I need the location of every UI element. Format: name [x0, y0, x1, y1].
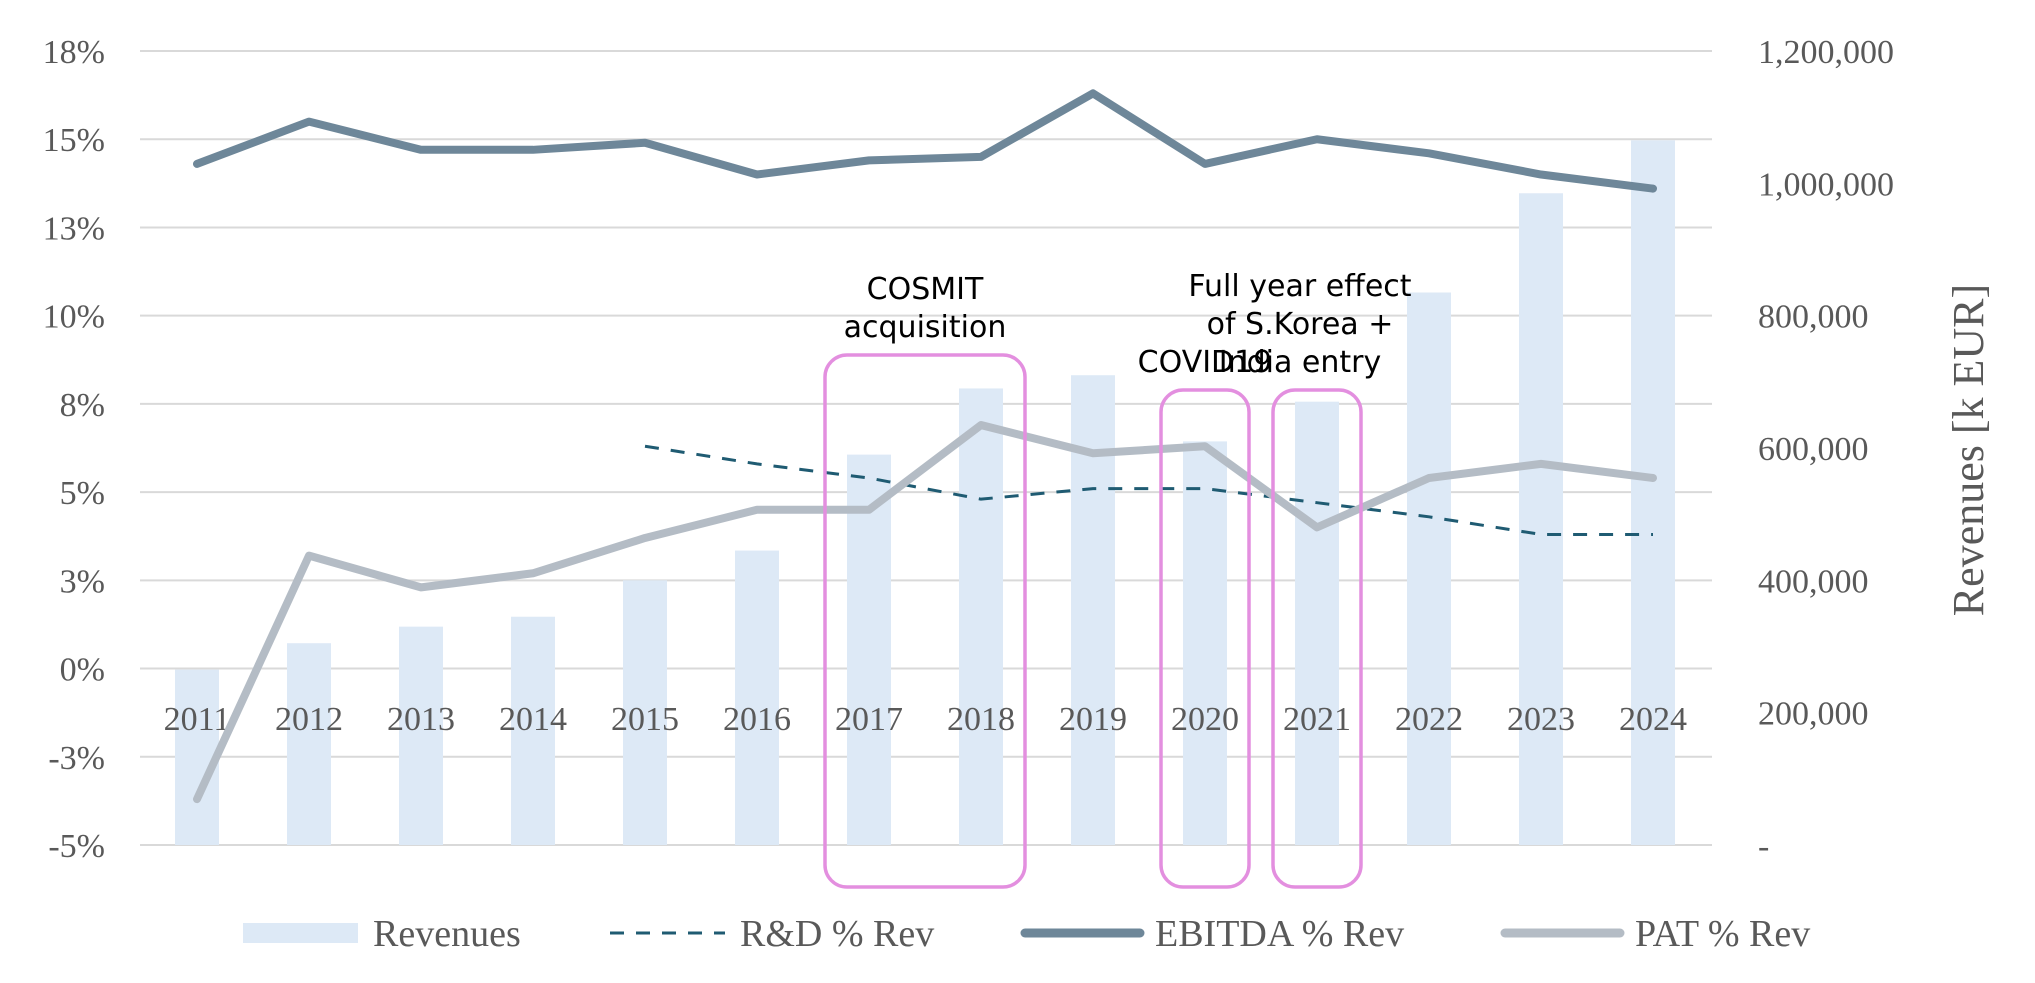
- category-label: 2016: [723, 701, 791, 738]
- category-label: 2011: [164, 701, 231, 738]
- category-label: 2018: [947, 701, 1015, 738]
- revenue-bar: [175, 669, 219, 845]
- left-tick-label: 3%: [60, 563, 105, 600]
- revenue-bar: [287, 643, 331, 845]
- revenue-bar: [735, 550, 779, 845]
- category-label: 2019: [1059, 701, 1127, 738]
- right-tick-label: 800,000: [1758, 299, 1869, 336]
- left-tick-label: 10%: [43, 299, 105, 336]
- right-tick-label: 400,000: [1758, 563, 1869, 600]
- category-label: 2013: [387, 701, 455, 738]
- annotation-label: COVID19: [1138, 345, 1273, 380]
- annotation-label: acquisition: [844, 310, 1007, 345]
- revenue-bar: [1183, 441, 1227, 845]
- legend-label: Revenues: [373, 913, 521, 955]
- left-tick-label: -3%: [48, 740, 105, 777]
- left-tick-label: 0%: [60, 652, 105, 689]
- category-label: 2012: [275, 701, 343, 738]
- right-tick-label: -: [1758, 828, 1769, 865]
- category-labels: 2011 2012 2013 2014 2015 2016 2017 2018 2019 2020…: [164, 701, 1687, 738]
- revenue-bar: [1631, 140, 1675, 845]
- left-tick-label: 8%: [60, 387, 105, 424]
- category-label: 2020: [1171, 701, 1239, 738]
- right-tick-label: 600,000: [1758, 431, 1869, 468]
- annotation-box: [823, 353, 1027, 889]
- annotation-label: Full year effect: [1188, 269, 1411, 304]
- legend-label: PAT % Rev: [1635, 913, 1810, 955]
- category-label: 2015: [611, 701, 679, 738]
- left-tick-label: 15%: [43, 122, 105, 159]
- legend: Revenues R&D % Rev EBITDA % Rev PAT % Rev: [243, 913, 1810, 955]
- series-lines: [193, 89, 1657, 804]
- category-label: 2022: [1395, 701, 1463, 738]
- category-label: 2014: [499, 701, 567, 738]
- left-tick-label: 13%: [43, 210, 105, 247]
- revenue-bar: [959, 388, 1003, 845]
- left-axis-ticks: -5% -3% 0% 3% 5% 8% 10% 13% 15% 18%: [43, 34, 105, 865]
- annotation-label: of S.Korea +: [1207, 307, 1394, 342]
- revenue-bar: [511, 616, 555, 845]
- revenue-bar: [1295, 401, 1339, 845]
- legend-label: R&D % Rev: [740, 913, 934, 955]
- right-tick-label: 200,000: [1758, 696, 1869, 733]
- revenue-bar: [399, 626, 443, 845]
- right-tick-label: 1,200,000: [1758, 34, 1894, 71]
- revenue-bar: [847, 454, 891, 845]
- category-label: 2017: [835, 701, 903, 738]
- r-d-rev-line: [644, 444, 1653, 536]
- revenue-bar: [623, 580, 667, 845]
- revenue-bar: [1519, 193, 1563, 846]
- legend-label: EBITDA % Rev: [1155, 913, 1404, 955]
- annotation-box: [1271, 388, 1363, 889]
- right-axis-title: Revenues [k EUR]: [1944, 284, 1993, 616]
- annotation-label: COSMIT: [867, 272, 984, 307]
- revenue-bar: [1407, 292, 1451, 846]
- pat-rev-line: [193, 421, 1657, 804]
- annotation-box: [1159, 388, 1251, 889]
- left-tick-label: 5%: [60, 475, 105, 512]
- revenue-bars: [175, 140, 1675, 846]
- category-label: 2021: [1283, 701, 1351, 738]
- legend-swatch-revenues: [243, 923, 358, 943]
- category-label: 2023: [1507, 701, 1575, 738]
- right-axis-ticks: - 200,000 400,000 600,000 800,000 1,000,000 1,…: [1758, 34, 1894, 865]
- right-tick-label: 1,000,000: [1758, 166, 1894, 203]
- annotation-label: India entry: [1219, 345, 1381, 380]
- left-tick-label: 18%: [43, 34, 105, 71]
- left-tick-label: -5%: [48, 828, 105, 865]
- category-label: 2024: [1619, 701, 1687, 738]
- gridlines: [140, 50, 1712, 846]
- ebitda-rev-line: [193, 89, 1657, 193]
